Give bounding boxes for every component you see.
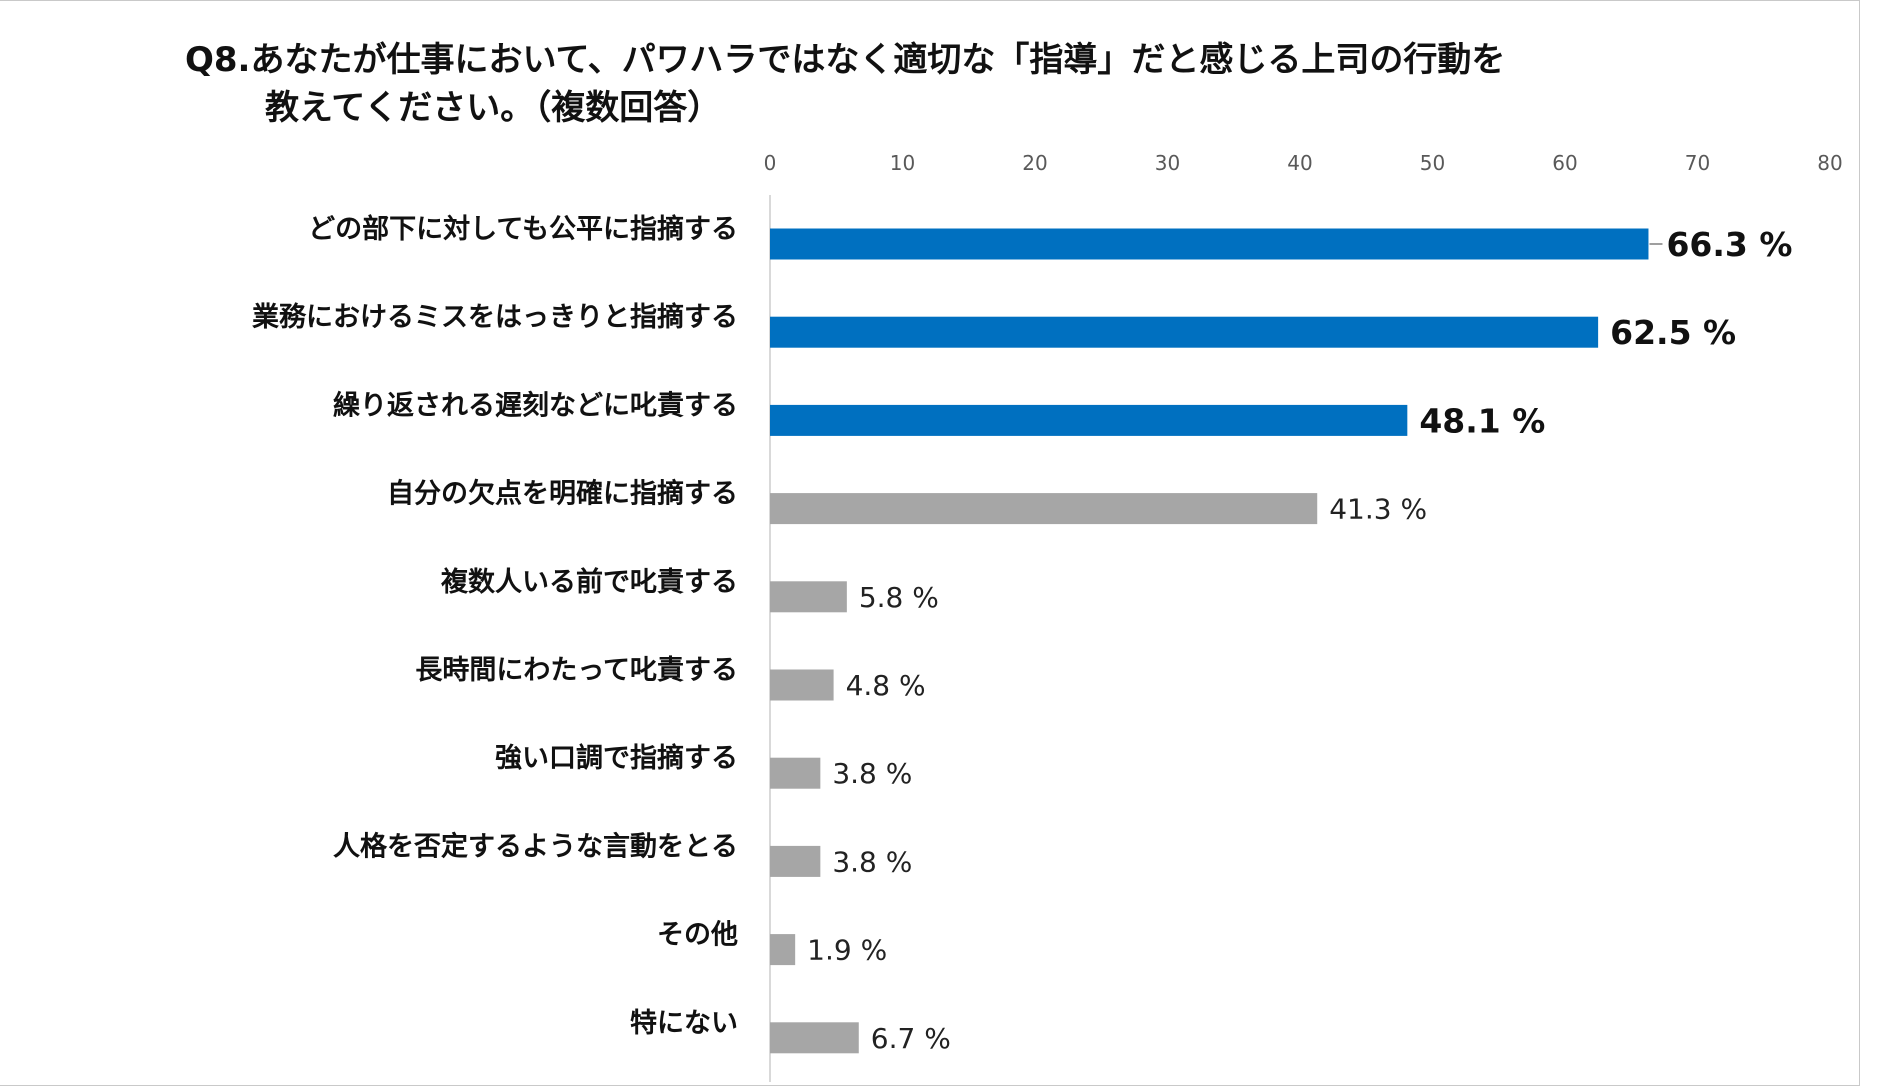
bar: [770, 404, 1408, 436]
value-label: 41.3 %: [1329, 493, 1427, 526]
category-label: 自分の欠点を明確に指摘する: [387, 478, 738, 510]
category-label: 複数人いる前で叱責する: [441, 566, 738, 598]
bar: [770, 845, 821, 877]
category-label: 強い口調で指摘する: [495, 742, 738, 774]
value-label: 5.8 %: [859, 581, 939, 614]
x-tick-label: 70: [1685, 151, 1710, 175]
x-tick-label: 30: [1155, 151, 1180, 175]
bar: [770, 228, 1649, 260]
x-tick-label: 50: [1420, 151, 1445, 175]
category-label: 繰り返される遅刻などに叱責する: [333, 389, 738, 421]
x-tick-label: 40: [1287, 151, 1312, 175]
bar: [770, 934, 796, 966]
x-tick-label: 0: [764, 151, 777, 175]
value-label: 6.7 %: [871, 1022, 951, 1055]
category-label: 特にない: [630, 1008, 738, 1039]
bar: [770, 1022, 859, 1054]
bar: [770, 669, 834, 701]
x-tick-label: 80: [1817, 151, 1842, 175]
value-label: 1.9 %: [807, 934, 887, 967]
category-label: 人格を否定するような言動をとる: [333, 830, 738, 862]
value-label: 48.1 %: [1419, 401, 1545, 440]
x-tick-label: 60: [1552, 151, 1577, 175]
value-label: 62.5 %: [1610, 313, 1736, 352]
category-label: その他: [657, 920, 738, 951]
chart-title-line1: Q8.あなたが仕事において、パワハラではなく適切な「指導」だと感じる上司の行動を: [185, 40, 1506, 80]
value-label: 66.3 %: [1666, 225, 1792, 264]
bar: [770, 316, 1599, 348]
category-label: どの部下に対しても公平に指摘する: [308, 213, 738, 245]
x-tick-label: 10: [890, 151, 915, 175]
value-label: 3.8 %: [832, 845, 912, 878]
value-label: 4.8 %: [846, 669, 926, 702]
chart-title-line2: 教えてください。（複数回答）: [265, 88, 722, 128]
value-label: 3.8 %: [832, 757, 912, 790]
bar: [770, 493, 1318, 525]
x-tick-label: 20: [1022, 151, 1047, 175]
bar: [770, 581, 847, 613]
category-label: 長時間にわたって叱責する: [415, 655, 738, 686]
bar: [770, 757, 821, 789]
chart-title: Q8.あなたが仕事において、パワハラではなく適切な「指導」だと感じる上司の行動を…: [185, 36, 1745, 132]
category-label: 業務におけるミスをはっきりと指摘する: [252, 301, 738, 333]
